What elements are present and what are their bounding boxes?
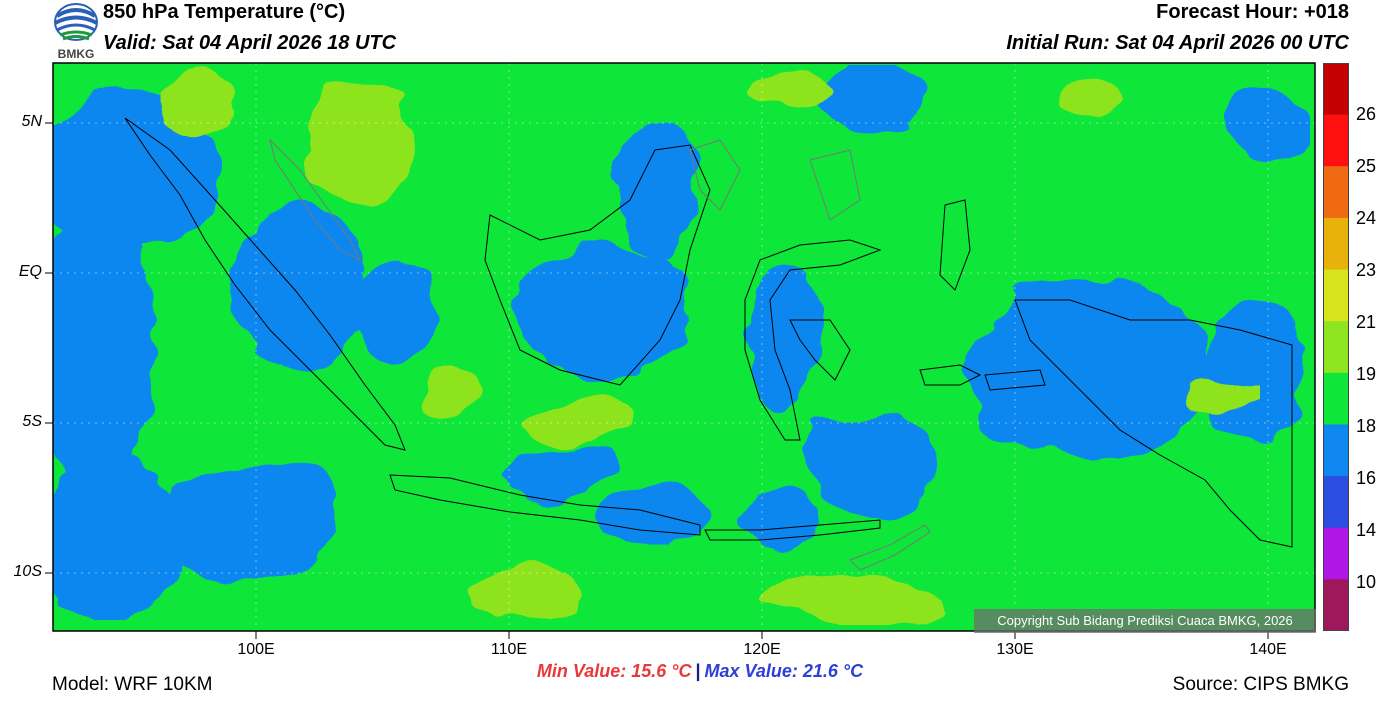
- colorbar-segment: [1323, 269, 1349, 322]
- lat-label-5n: 5N: [21, 113, 42, 130]
- lon-label-140e: 140E: [1249, 641, 1287, 658]
- coast-halmahera: [939, 199, 971, 291]
- coast-philippines: [689, 139, 861, 221]
- colorbar-segment: [1323, 63, 1349, 116]
- colorbar-label-14: 14: [1356, 520, 1377, 540]
- colorbar-label-26: 26: [1356, 104, 1377, 124]
- colorbar-segment: [1323, 476, 1349, 529]
- coast-malay-peninsula: [269, 138, 362, 262]
- lat-label-10s: 10S: [13, 563, 42, 580]
- lat-label-5s: 5S: [22, 413, 42, 430]
- colorbar-segment: [1323, 579, 1349, 631]
- colorbar-segment: [1323, 424, 1349, 477]
- colorbar-segment: [1323, 372, 1349, 425]
- forecast-hour: Forecast Hour: +018: [1156, 1, 1349, 23]
- colorbar-segment: [1323, 527, 1349, 580]
- colorbar-label-23: 23: [1356, 260, 1377, 280]
- colorbar-label-21: 21: [1356, 312, 1377, 332]
- colorbar-label-16: 16: [1356, 468, 1377, 488]
- min-max-values: Min Value: 15.6 °C | Max Value: 21.6 °C: [0, 661, 1400, 682]
- lon-label-120e: 120E: [743, 641, 781, 658]
- data-source: Source: CIPS BMKG: [1172, 674, 1349, 695]
- bmkg-logo: BMKG: [54, 3, 98, 60]
- map-frame: [52, 62, 1316, 632]
- colorbar-segment: [1323, 114, 1349, 167]
- colorbar-label-18: 18: [1356, 416, 1377, 436]
- copyright-notice: Copyright Sub Bidang Prediksi Cuaca BMKG…: [974, 609, 1316, 633]
- lat-label-eq: EQ: [18, 263, 42, 280]
- temperature-field-19-21: [160, 65, 1260, 625]
- coast-nusa-tenggara: [704, 519, 881, 541]
- model-name: Model: WRF 10KM: [52, 674, 213, 695]
- valid-time: Valid: Sat 04 April 2026 18 UTC: [103, 32, 397, 54]
- graticule: [53, 63, 1315, 631]
- colorbar-label-10: 10: [1356, 572, 1377, 592]
- coast-borneo: [484, 144, 711, 386]
- lon-label-110e: 110E: [490, 641, 528, 658]
- coast-java: [389, 474, 701, 536]
- svg-text:BMKG: BMKG: [58, 47, 95, 60]
- colorbar-label-25: 25: [1356, 156, 1377, 176]
- lon-label-100e: 100E: [237, 641, 275, 658]
- coast-timor: [849, 524, 931, 571]
- coastlines: [124, 117, 1293, 571]
- coast-sumatra: [124, 117, 406, 451]
- max-value: Max Value: 21.6 °C: [704, 661, 864, 681]
- colorbar-label-19: 19: [1356, 364, 1377, 384]
- initial-run: Initial Run: Sat 04 April 2026 00 UTC: [1006, 32, 1349, 54]
- colorbar-segment: [1323, 166, 1349, 219]
- coast-seram-buru: [919, 364, 1046, 391]
- colorbar: [1323, 63, 1349, 631]
- coast-sulawesi: [744, 239, 882, 441]
- separator: |: [695, 661, 701, 681]
- colorbar-segment: [1323, 217, 1349, 271]
- axis-ticks: [45, 122, 1269, 639]
- coast-new-guinea: [1014, 299, 1293, 548]
- colorbar-segment: [1323, 321, 1349, 374]
- colorbar-label-24: 24: [1356, 208, 1377, 228]
- temperature-field-16-18: [53, 65, 1310, 620]
- lon-label-130e: 130E: [996, 641, 1034, 658]
- min-value: Min Value: 15.6 °C: [536, 661, 692, 681]
- chart-title: 850 hPa Temperature (°C): [103, 1, 346, 23]
